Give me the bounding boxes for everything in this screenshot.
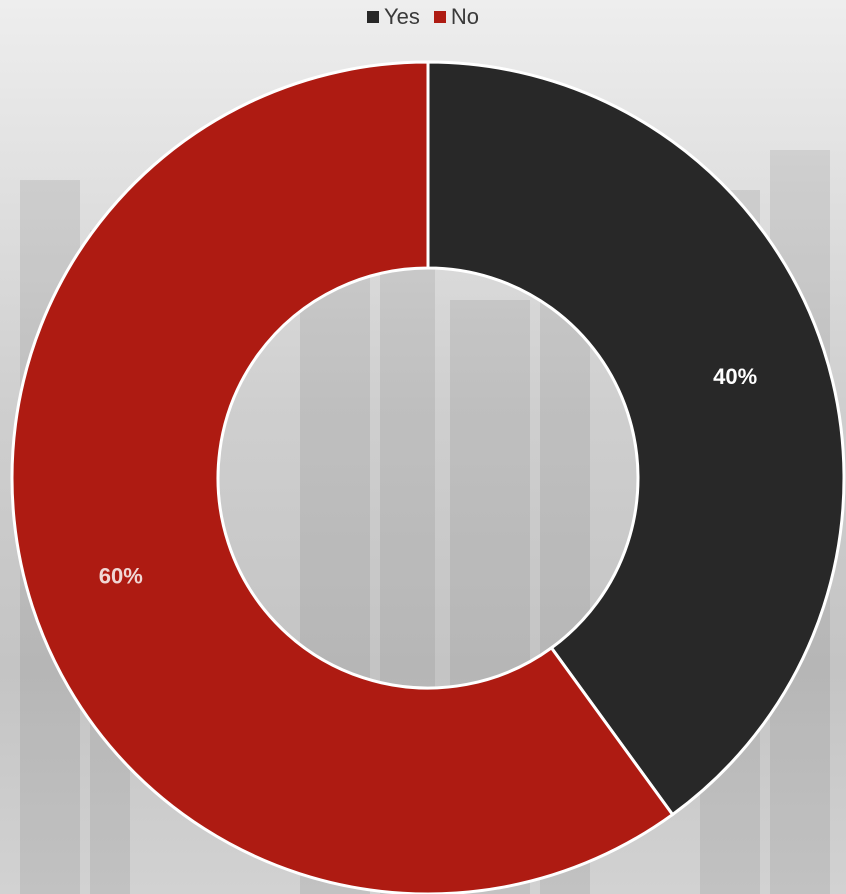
donut-labels: 40% 60% — [99, 364, 757, 589]
donut-slice-no[interactable] — [10, 60, 675, 894]
legend-swatch-no — [433, 11, 446, 23]
legend-swatch-yes — [366, 11, 379, 23]
data-label-yes: 40% — [713, 364, 757, 389]
donut-slice-yes[interactable] — [426, 60, 846, 817]
legend-label-no: No — [450, 4, 479, 29]
data-label-no: 60% — [99, 564, 143, 589]
legend-item-yes[interactable]: Yes — [366, 4, 420, 30]
legend-label-yes: Yes — [383, 4, 420, 29]
donut-slices — [10, 60, 846, 894]
legend-item-no[interactable]: No — [433, 4, 479, 30]
chart-legend: Yes No — [0, 4, 846, 30]
